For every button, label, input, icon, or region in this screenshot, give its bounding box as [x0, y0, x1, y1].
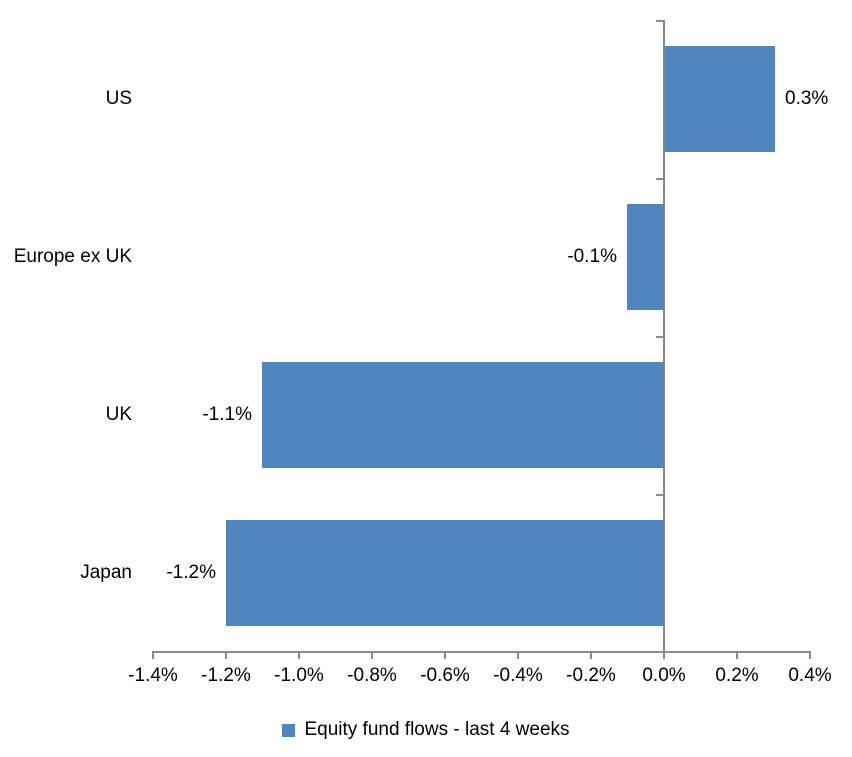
x-tick-label: 0.2% [715, 665, 759, 686]
x-tick-mark [736, 651, 738, 659]
x-tick-label: 0.4% [788, 665, 832, 686]
x-tick-mark [517, 651, 519, 659]
category-label-uk: UK [105, 404, 132, 425]
x-tick-mark [298, 651, 300, 659]
x-tick-label: -0.6% [420, 665, 470, 686]
x-tick-label: -0.8% [347, 665, 397, 686]
x-tick-mark [663, 651, 665, 659]
legend: Equity fund flows - last 4 weeks [0, 719, 852, 741]
x-tick-label: -0.4% [493, 665, 543, 686]
x-tick-label: 0.0% [642, 665, 686, 686]
legend-swatch-icon [282, 723, 296, 737]
x-tick-mark [809, 651, 811, 659]
category-tick-mark [656, 178, 665, 180]
value-label-us: 0.3% [785, 88, 829, 109]
x-tick-mark [225, 651, 227, 659]
bar-us [665, 46, 775, 152]
x-tick-mark [371, 651, 373, 659]
bar-japan [226, 520, 664, 626]
bar-europe-ex-uk [627, 204, 664, 310]
bar-uk [262, 362, 664, 468]
x-tick-label: -1.4% [128, 665, 178, 686]
category-label-europe-ex-uk: Europe ex UK [13, 246, 132, 267]
legend-label: Equity fund flows - last 4 weeks [304, 719, 570, 740]
category-label-japan: Japan [80, 562, 132, 583]
x-tick-mark [444, 651, 446, 659]
category-tick-mark [656, 494, 665, 496]
value-label-japan: -1.2% [166, 562, 216, 583]
category-label-us: US [105, 88, 132, 109]
category-tick-mark [656, 20, 665, 22]
x-tick-mark [590, 651, 592, 659]
x-tick-mark [152, 651, 154, 659]
x-axis-line [152, 651, 811, 653]
x-tick-label: -0.2% [566, 665, 616, 686]
x-tick-label: -1.0% [274, 665, 324, 686]
category-tick-mark [656, 336, 665, 338]
value-label-uk: -1.1% [202, 404, 252, 425]
value-label-europe-ex-uk: -0.1% [567, 246, 617, 267]
x-tick-label: -1.2% [201, 665, 251, 686]
